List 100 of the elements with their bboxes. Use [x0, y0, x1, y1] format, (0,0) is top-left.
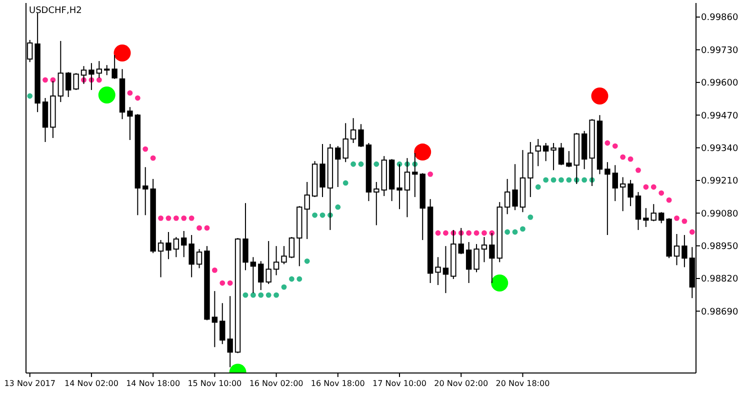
candlestick [604, 162, 610, 236]
candlestick [542, 142, 549, 162]
point [134, 95, 140, 101]
point [150, 155, 156, 161]
candlestick [512, 164, 518, 211]
candlestick [127, 106, 133, 140]
candlestick [335, 146, 341, 188]
candlestick [220, 302, 226, 345]
candlestick [58, 40, 64, 103]
candlestick [188, 234, 194, 278]
candlestick [227, 296, 233, 368]
point [288, 276, 294, 282]
x-tick-label: 14 Nov 18:00 [126, 379, 180, 388]
point [566, 177, 572, 183]
x-tick-label: 16 Nov 02:00 [249, 379, 304, 388]
x-tick-label: 13 Nov 2017 [4, 379, 56, 388]
candlestick [212, 290, 218, 348]
candlestick [481, 236, 488, 263]
point [250, 292, 256, 298]
candlestick [535, 138, 541, 167]
y-tick-label: 0.99340 [701, 144, 738, 154]
candlestick [266, 240, 272, 285]
candlestick [66, 72, 72, 98]
candlestick [650, 204, 656, 222]
candlestick [258, 260, 264, 291]
point [173, 215, 179, 221]
point [281, 284, 287, 290]
point [181, 215, 187, 221]
point [428, 171, 434, 177]
point [220, 280, 226, 286]
point [628, 156, 634, 162]
point [312, 212, 318, 218]
point [320, 212, 326, 218]
point [127, 90, 133, 96]
candlestick [73, 72, 79, 90]
point [466, 230, 472, 236]
point [242, 292, 248, 298]
chart-title: USDCHF,H2 [29, 6, 82, 16]
point [550, 177, 556, 183]
candlestick [358, 124, 364, 148]
candlestick [628, 179, 634, 207]
candlestick [158, 240, 164, 278]
point [535, 184, 541, 190]
candlestick [374, 181, 380, 226]
x-tick-label: 20 Nov 02:00 [434, 379, 488, 388]
y-tick-label: 0.99080 [701, 209, 738, 220]
point [227, 280, 233, 286]
point [666, 197, 672, 203]
candlestick [288, 236, 295, 259]
candlestick [173, 236, 180, 258]
x-tick-label: 14 Nov 02:00 [64, 379, 118, 388]
y-tick-label: 0.99210 [701, 176, 738, 187]
candlestick [242, 202, 248, 271]
point [204, 225, 210, 231]
point [266, 292, 272, 298]
candlestick [320, 144, 326, 198]
point [188, 215, 194, 221]
point [482, 230, 487, 236]
point [512, 229, 518, 235]
candlestick [342, 122, 348, 163]
y-tick-label: 0.99730 [701, 46, 738, 56]
candlestick [682, 234, 688, 268]
point [166, 215, 172, 221]
point [42, 77, 48, 83]
y-tick-label: 0.98690 [701, 307, 738, 318]
x-tick-label: 20 Nov 18:00 [496, 379, 550, 388]
point [96, 77, 102, 83]
candlestick [474, 244, 480, 273]
candlestick [643, 208, 649, 228]
candlestick [612, 164, 618, 202]
point [682, 218, 688, 224]
point [374, 161, 380, 167]
candlestick [658, 212, 664, 224]
point [504, 229, 510, 235]
point [650, 184, 656, 190]
y-tick-label: 0.98950 [701, 242, 738, 252]
candlestick [466, 242, 472, 284]
candlestick [281, 246, 287, 265]
point [335, 204, 341, 210]
point [520, 226, 526, 232]
candlestick [112, 54, 118, 80]
point [258, 292, 264, 298]
y-tick-label: 0.99600 [701, 78, 738, 89]
point [358, 161, 364, 167]
x-tick-label: 15 Nov 10:00 [188, 379, 242, 388]
point [443, 230, 448, 236]
candlestick [442, 246, 449, 294]
candlestick [435, 256, 441, 286]
candlestick [273, 246, 280, 276]
x-tick-label: 16 Nov 18:00 [310, 379, 365, 388]
point [435, 230, 441, 236]
point [543, 177, 549, 183]
point [350, 161, 356, 167]
point [689, 229, 695, 235]
candlestick [566, 150, 572, 168]
point [158, 215, 164, 221]
candlestick [350, 118, 356, 144]
point [142, 146, 148, 152]
point [27, 93, 33, 99]
y-tick-label: 0.98820 [701, 274, 738, 285]
